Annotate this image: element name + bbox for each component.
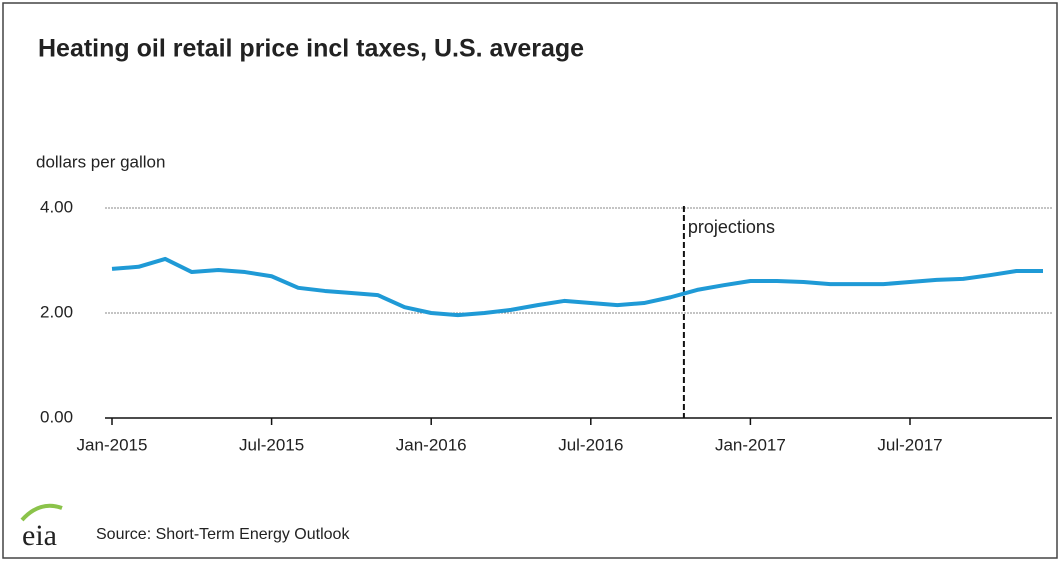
y-tick-label: 0.00	[40, 407, 73, 426]
y-axis-label: dollars per gallon	[36, 152, 165, 171]
logo: eia	[22, 519, 57, 552]
annotation: projections	[688, 217, 775, 237]
line	[111, 256, 1043, 318]
x-tick-label: Jan-2017	[715, 435, 786, 454]
chart-title: Heating oil retail price incl taxes, U.S…	[38, 35, 584, 63]
x-tick-label: Jul-2015	[239, 435, 304, 454]
x-tick-label: Jan-2015	[77, 435, 148, 454]
logo-swoosh	[20, 503, 63, 522]
y-tick-label: 4.00	[40, 197, 73, 216]
x-tick-label: Jul-2017	[877, 435, 942, 454]
x-tick-label: Jul-2016	[558, 435, 623, 454]
source: Source: Short-Term Energy Outlook	[96, 526, 350, 543]
x-tick-label: Jan-2016	[396, 435, 467, 454]
y-tick-label: 2.00	[40, 302, 73, 321]
